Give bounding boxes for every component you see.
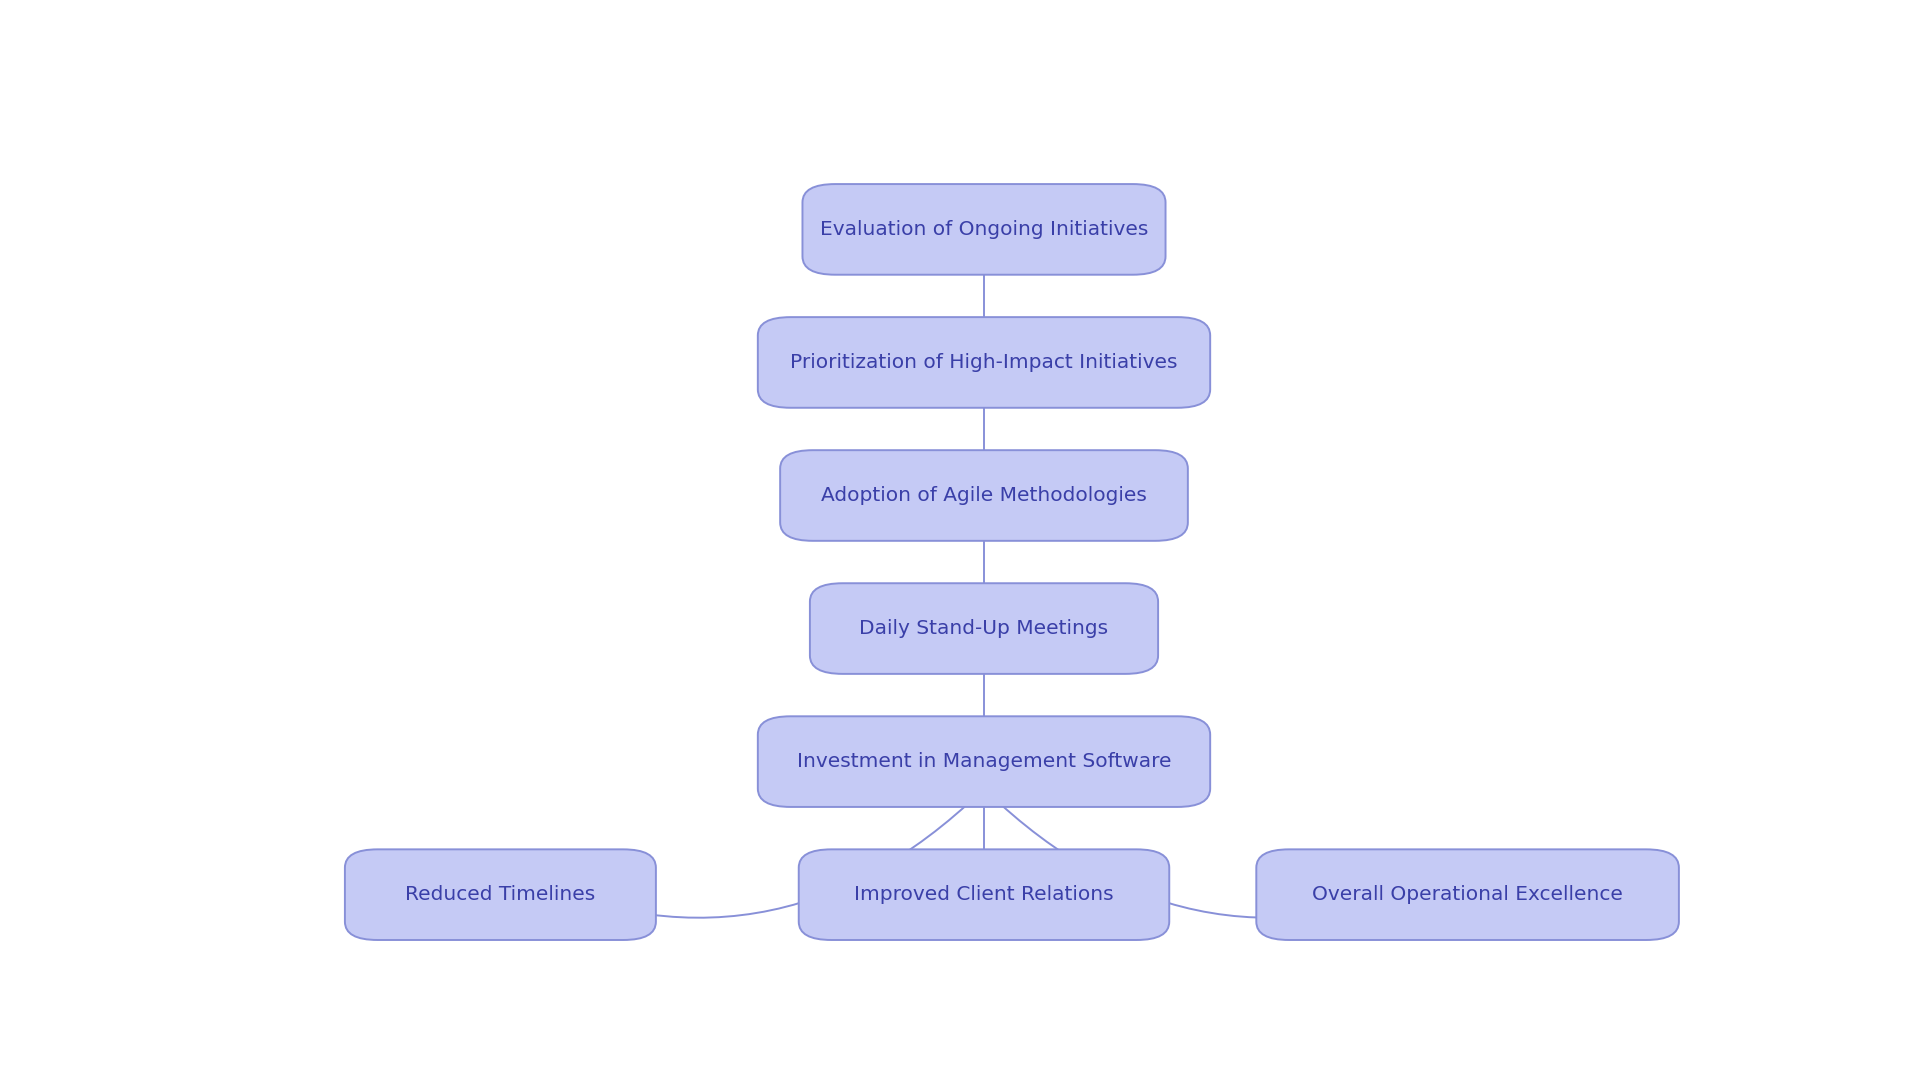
FancyBboxPatch shape bbox=[780, 450, 1188, 541]
Text: Evaluation of Ongoing Initiatives: Evaluation of Ongoing Initiatives bbox=[820, 220, 1148, 239]
FancyBboxPatch shape bbox=[1256, 849, 1678, 940]
FancyBboxPatch shape bbox=[758, 716, 1210, 807]
Text: Investment in Management Software: Investment in Management Software bbox=[797, 752, 1171, 771]
Text: Improved Client Relations: Improved Client Relations bbox=[854, 886, 1114, 904]
Text: Overall Operational Excellence: Overall Operational Excellence bbox=[1311, 886, 1622, 904]
FancyBboxPatch shape bbox=[803, 184, 1165, 274]
Text: Daily Stand-Up Meetings: Daily Stand-Up Meetings bbox=[860, 619, 1108, 638]
FancyBboxPatch shape bbox=[799, 849, 1169, 940]
FancyBboxPatch shape bbox=[810, 583, 1158, 674]
FancyBboxPatch shape bbox=[758, 318, 1210, 408]
Text: Adoption of Agile Methodologies: Adoption of Agile Methodologies bbox=[822, 486, 1146, 505]
Text: Reduced Timelines: Reduced Timelines bbox=[405, 886, 595, 904]
Text: Prioritization of High-Impact Initiatives: Prioritization of High-Impact Initiative… bbox=[791, 353, 1177, 372]
FancyBboxPatch shape bbox=[346, 849, 657, 940]
